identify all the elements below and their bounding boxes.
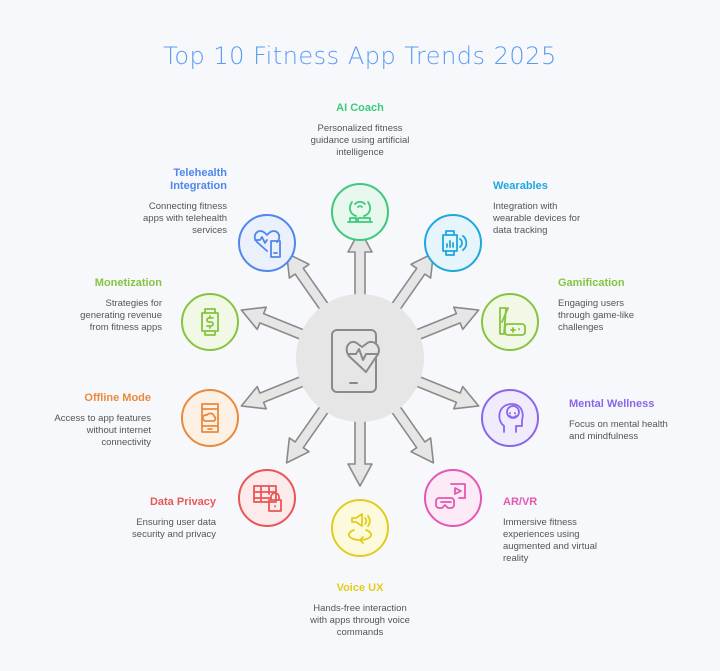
trend-node-voice-ux <box>331 499 389 557</box>
smartwatch-icon <box>442 230 468 256</box>
speaker-rotate-icon <box>347 513 373 544</box>
trend-node-data-privacy <box>238 469 296 527</box>
trend-description: Engaging users through game-like challen… <box>558 298 635 333</box>
head-smile-icon <box>498 403 524 433</box>
gamepad-icon <box>499 307 526 336</box>
trend-circle <box>481 293 539 351</box>
trend-title: Mental Wellness <box>569 398 655 410</box>
trend-node-ai-coach <box>331 183 389 241</box>
trend-node-telehealth <box>238 214 296 272</box>
watch-dollar-icon <box>201 308 219 336</box>
trend-label-data-privacy: Data Privacy Ensuring user data security … <box>66 496 216 541</box>
trend-node-mental-wellness <box>481 389 539 447</box>
trend-title: Voice UX <box>336 582 384 594</box>
trend-label-voice-ux: Voice UX Hands-free interaction with apps… <box>285 582 435 639</box>
trend-label-ar-vr: AR/VR Immersive fitness experiences using… <box>503 496 653 565</box>
trend-circle <box>181 389 239 447</box>
trend-description: Ensuring user data security and privacy <box>132 517 216 540</box>
trend-label-offline-mode: Offline Mode Access to app features witho… <box>1 392 151 449</box>
phone-cloud-icon <box>201 403 219 433</box>
trend-title: Offline Mode <box>84 392 151 404</box>
trend-node-offline-mode <box>181 389 239 447</box>
trend-title: AI Coach <box>336 102 384 114</box>
trend-description: Immersive fitness experiences using augm… <box>503 517 598 564</box>
trend-label-monetization: Monetization Strategies for generating re… <box>12 277 162 334</box>
trend-node-monetization <box>181 293 239 351</box>
trend-node-ar-vr <box>424 469 482 527</box>
heart-phone-icon <box>253 230 281 258</box>
trend-description: Access to app features without internet … <box>54 413 151 448</box>
trend-description: Strategies for generating revenue from f… <box>80 298 162 333</box>
trend-title: AR/VR <box>503 496 538 508</box>
trend-title: Gamification <box>558 277 625 289</box>
ai-hands-icon <box>347 201 373 223</box>
trend-node-wearables <box>424 214 482 272</box>
vr-headset-icon <box>435 483 466 509</box>
trend-title: Data Privacy <box>149 496 216 508</box>
trend-label-gamification: Gamification Engaging users through game-… <box>558 277 708 334</box>
table-lock-icon <box>253 485 282 512</box>
trend-circle <box>238 214 296 272</box>
trend-title: Monetization <box>94 277 162 289</box>
trend-description: Integration with wearable devices for da… <box>493 201 581 236</box>
trend-label-ai-coach: AI Coach Personalized fitness guidance us… <box>285 102 435 159</box>
trend-description: Focus on mental health and mindfulness <box>569 419 668 442</box>
trend-label-mental-wellness: Mental Wellness Focus on mental health an… <box>569 398 719 443</box>
trend-circle <box>331 499 389 557</box>
trend-description: Connecting fitness apps with telehealth … <box>143 201 227 236</box>
trend-title: Telehealth Integration <box>170 167 227 192</box>
trend-circle <box>331 183 389 241</box>
trend-node-gamification <box>481 293 539 351</box>
trend-description: Hands-free interaction with apps through… <box>310 603 410 638</box>
page-title: Top 10 Fitness App Trends 2025 <box>163 42 557 70</box>
trend-label-wearables: Wearables Integration with wearable devic… <box>493 180 643 237</box>
trend-description: Personalized fitness guidance using arti… <box>310 123 410 158</box>
trend-title: Wearables <box>493 180 548 192</box>
trend-label-telehealth: Telehealth Integration Connecting fitness… <box>77 167 227 237</box>
phone-heart-icon <box>331 329 380 393</box>
